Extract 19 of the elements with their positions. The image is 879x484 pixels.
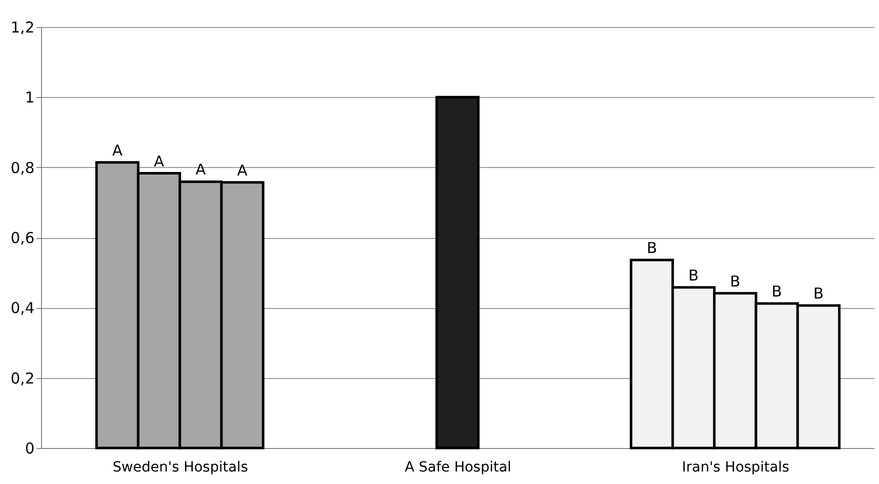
y-tick-label: 0,8 [10, 158, 34, 177]
data-label: B [646, 238, 658, 257]
data-label: A [112, 141, 124, 160]
y-tick-label: 0,2 [10, 369, 34, 388]
y-tick-label: 0,4 [10, 299, 34, 318]
x-tick-label: Iran's Hospitals [682, 460, 790, 476]
data-label: B [730, 272, 740, 290]
y-tick-label: 0 [24, 440, 34, 458]
data-label: B [688, 266, 699, 284]
data-label: B [772, 282, 782, 300]
data-label: A [196, 160, 207, 179]
data-label: B [813, 284, 824, 303]
y-tick-label: 1,2 [10, 18, 34, 36]
x-tick-label: A Safe Hospital [404, 460, 512, 476]
x-tick-label: Sweden's Hospitals [112, 460, 248, 476]
y-tick-label: 0,6 [10, 229, 34, 247]
data-label: A [154, 152, 165, 170]
data-label: A [237, 161, 248, 180]
y-tick-label: 1 [24, 88, 34, 107]
